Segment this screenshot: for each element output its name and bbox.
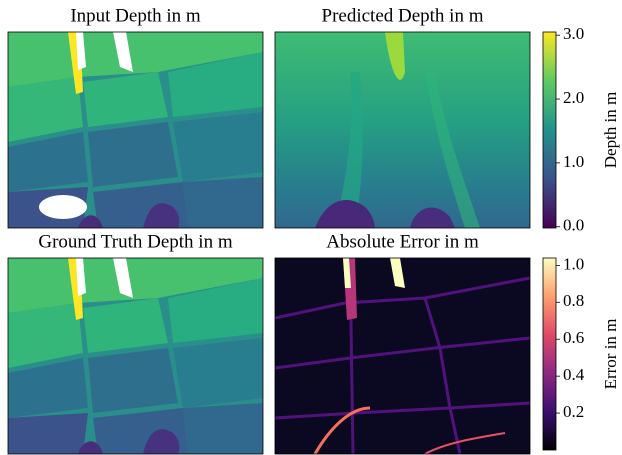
colorbar	[542, 31, 557, 229]
missing-region	[39, 195, 87, 219]
panel-title: Predicted Depth in m	[322, 5, 484, 26]
panel-frame	[7, 257, 264, 455]
image-feature	[425, 72, 480, 228]
image-panel	[8, 258, 263, 454]
panel-title: Absolute Error in m	[326, 231, 479, 252]
image-feature	[315, 199, 375, 228]
error-feature	[390, 258, 405, 288]
colorbar-tick-label: 1.0	[563, 152, 584, 171]
image-feature	[335, 72, 363, 228]
panel-frame	[274, 31, 531, 229]
colorbar-tick-label: 2.0	[563, 88, 584, 107]
image-feature	[410, 207, 455, 228]
colorbar-tick-label: 0.0	[563, 216, 584, 235]
chart-layer: Input Depth in m Predicted Depth in m Grou…	[7, 5, 620, 455]
depth-image	[8, 258, 263, 454]
colorbar-label: Depth in m	[601, 92, 620, 169]
image-panel	[275, 258, 530, 454]
error-image	[275, 258, 530, 454]
colorbar-tick-label: 0.2	[563, 402, 584, 421]
colorbar-tick-label: 0.4	[563, 365, 585, 384]
panel-title: Input Depth in m	[70, 5, 201, 26]
colorbar	[542, 257, 557, 451]
colorbar-tick-label: 1.0	[563, 254, 584, 273]
colorbar-tick-label: 0.8	[563, 291, 584, 310]
error-feature	[424, 432, 506, 454]
image-panel	[275, 32, 530, 228]
panel-title: Ground Truth Depth in m	[38, 231, 232, 252]
colorbar-label: Error in m	[601, 319, 620, 390]
panel-frame	[274, 257, 531, 455]
colorbar-tick-label: 3.0	[563, 24, 584, 43]
image-feature	[385, 32, 405, 80]
colorbar-tick-label: 0.6	[563, 328, 584, 347]
image-panel	[8, 32, 263, 228]
error-edges	[275, 258, 530, 454]
panel-frame	[7, 31, 264, 229]
error-feature	[313, 406, 371, 454]
error-feature	[343, 258, 351, 288]
